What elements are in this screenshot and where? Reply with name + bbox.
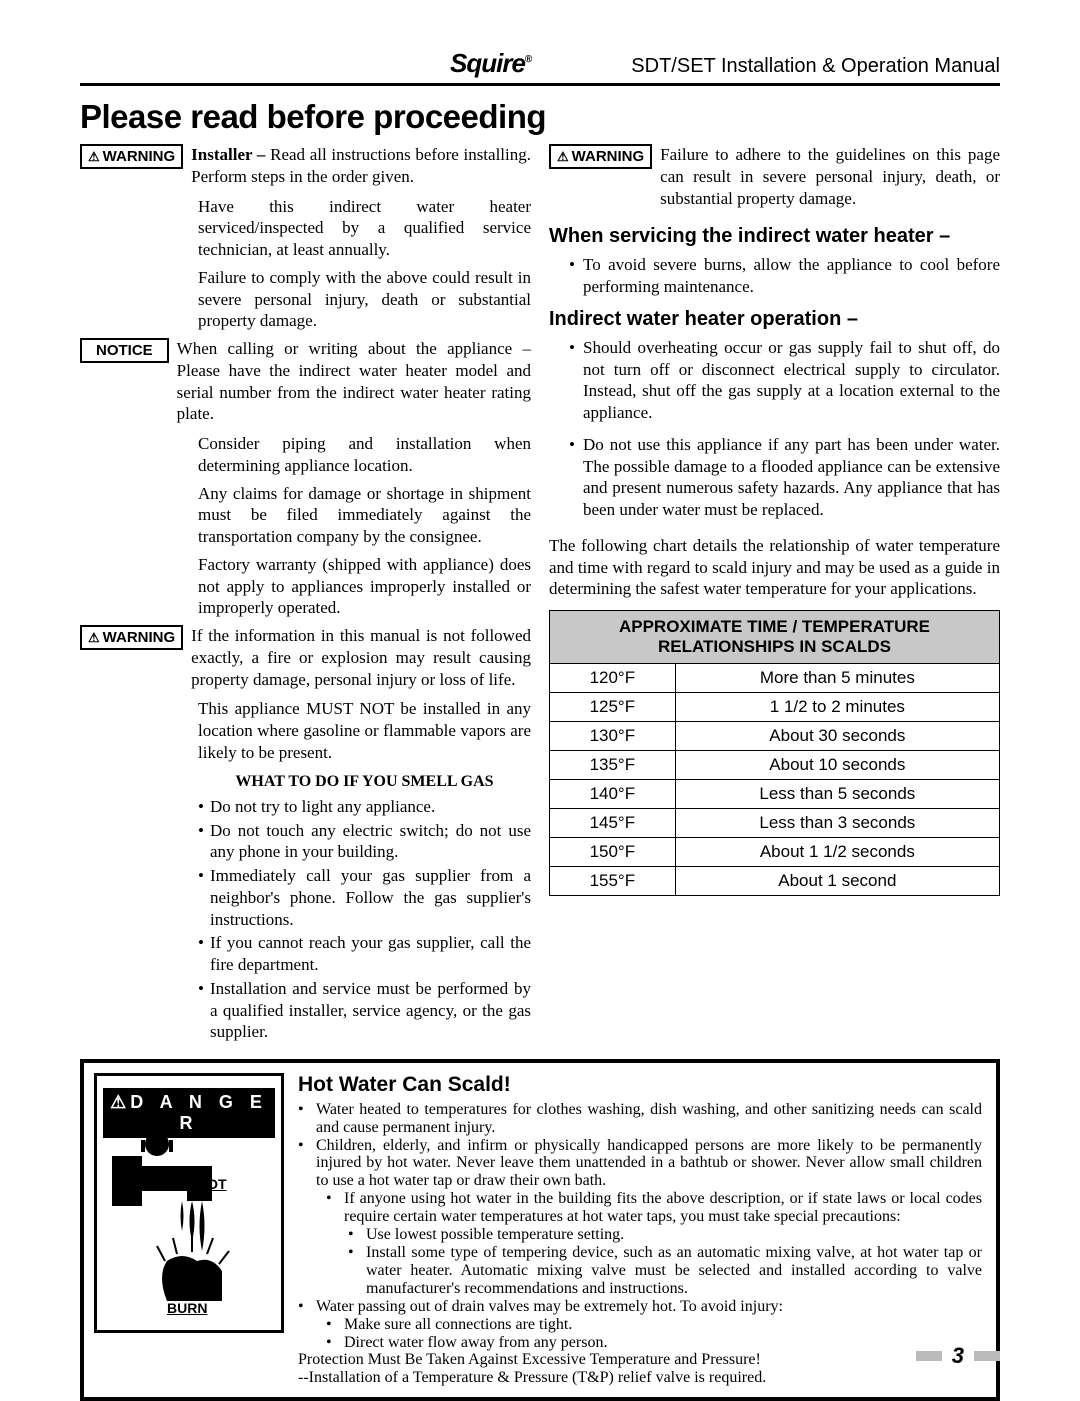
- table-row: 125°F1 1/2 to 2 minutes: [550, 693, 1000, 722]
- notice-text: When calling or writing about the applia…: [177, 338, 531, 431]
- page-footer: 3: [916, 1343, 1000, 1369]
- danger-graphic: ⚠D A N G E R HOT BURN: [94, 1073, 284, 1333]
- page-number: 3: [952, 1343, 964, 1369]
- section-servicing: When servicing the indirect water heater…: [549, 225, 1000, 248]
- table-row: 140°FLess than 5 seconds: [550, 780, 1000, 809]
- operation-bullet-1: •Should overheating occur or gas supply …: [549, 337, 1000, 424]
- notice-block: NOTICE When calling or writing about the…: [80, 338, 531, 431]
- protection-2: --Installation of a Temperature & Pressu…: [298, 1369, 982, 1387]
- table-row: 150°FAbout 1 1/2 seconds: [550, 838, 1000, 867]
- notice-cont: Consider piping and installation when de…: [198, 433, 531, 619]
- table-body: 120°FMore than 5 minutes 125°F1 1/2 to 2…: [550, 664, 1000, 896]
- notice-label: NOTICE: [80, 338, 169, 363]
- table-row: 130°FAbout 30 seconds: [550, 722, 1000, 751]
- footer-bar: [974, 1351, 1000, 1361]
- warning-2-cont: This appliance MUST NOT be installed in …: [198, 698, 531, 1043]
- warning-label-r: ⚠WARNING: [549, 144, 652, 169]
- left-column: ⚠WARNING Installer – Read all instructio…: [80, 144, 531, 1045]
- footer-bar: [916, 1351, 942, 1361]
- scald-table: APPROXIMATE TIME / TEMPERATURE RELATIONS…: [549, 610, 1000, 896]
- warning-1-text: Installer – Read all instructions before…: [191, 144, 531, 194]
- warning-block-right: ⚠WARNING Failure to adhere to the guidel…: [549, 144, 1000, 215]
- warning-1-cont: Have this indirect water heater serviced…: [198, 196, 531, 333]
- right-column: ⚠WARNING Failure to adhere to the guidel…: [549, 144, 1000, 1045]
- warning-icon: ⚠: [557, 149, 569, 165]
- warning-label-2: ⚠WARNING: [80, 625, 183, 650]
- brand-logo: Squire: [450, 48, 531, 79]
- danger-title: Hot Water Can Scald!: [298, 1073, 982, 1097]
- gas-heading: WHAT TO DO IF YOU SMELL GAS: [198, 772, 531, 792]
- danger-icon: ⚠: [110, 1092, 126, 1113]
- warning-2-text: If the information in this manual is not…: [191, 625, 531, 696]
- warning-icon: ⚠: [88, 149, 100, 165]
- hot-text: HOT: [197, 1176, 227, 1192]
- warning-icon: ⚠: [88, 630, 100, 646]
- faucet-illustration: [107, 1126, 271, 1320]
- danger-content: Hot Water Can Scald! •Water heated to te…: [298, 1073, 982, 1387]
- content-columns: ⚠WARNING Installer – Read all instructio…: [80, 144, 1000, 1045]
- chart-intro: The following chart details the relation…: [549, 535, 1000, 600]
- gas-list: •Do not try to light any appliance. •Do …: [198, 796, 531, 1043]
- section-operation: Indirect water heater operation –: [549, 308, 1000, 331]
- warning-label: ⚠WARNING: [80, 144, 183, 169]
- manual-title: SDT/SET Installation & Operation Manual: [631, 55, 1000, 78]
- warning-block-2: ⚠WARNING If the information in this manu…: [80, 625, 531, 696]
- table-row: 155°FAbout 1 second: [550, 867, 1000, 896]
- table-row: 135°FAbout 10 seconds: [550, 751, 1000, 780]
- page-header: Squire SDT/SET Installation & Operation …: [80, 48, 1000, 86]
- protection-1: Protection Must Be Taken Against Excessi…: [298, 1351, 982, 1369]
- servicing-bullet: •To avoid severe burns, allow the applia…: [549, 254, 1000, 298]
- page-title: Please read before proceeding: [80, 98, 1000, 136]
- danger-box: ⚠D A N G E R HOT BURN Hot Water Can Scal…: [80, 1059, 1000, 1401]
- warning-block-1: ⚠WARNING Installer – Read all instructio…: [80, 144, 531, 194]
- table-row: 145°FLess than 3 seconds: [550, 809, 1000, 838]
- table-row: 120°FMore than 5 minutes: [550, 664, 1000, 693]
- warning-r-text: Failure to adhere to the guidelines on t…: [660, 144, 1000, 215]
- operation-bullet-2: •Do not use this appliance if any part h…: [549, 434, 1000, 521]
- table-title: APPROXIMATE TIME / TEMPERATURE RELATIONS…: [550, 611, 1000, 664]
- burn-text: BURN: [167, 1300, 207, 1316]
